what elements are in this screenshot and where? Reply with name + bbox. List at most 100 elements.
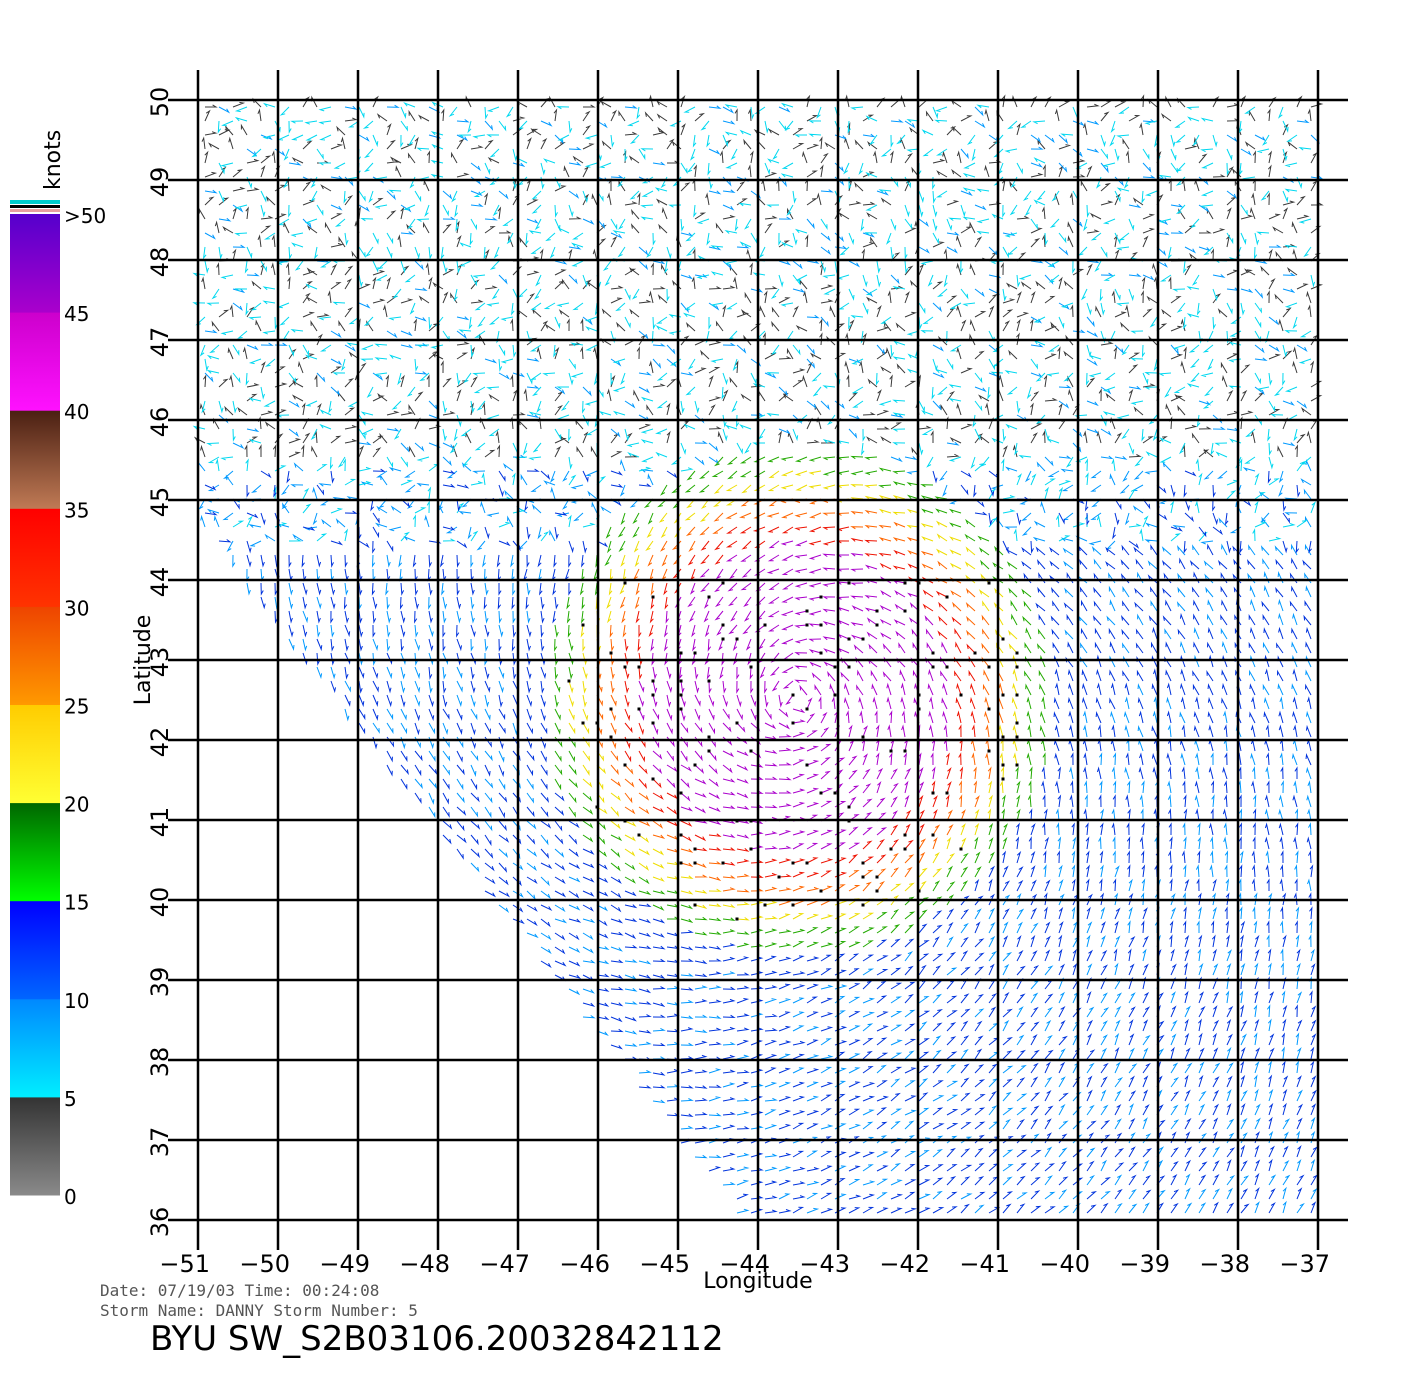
rain-flag-dot (805, 623, 809, 627)
latitude-tick-labels: 36 37 38 39 40 41 42 43 44 45 46 47 48 49 50 (146, 87, 174, 1238)
colorbar-cap-pink (10, 209, 60, 212)
colorbar-band (10, 1096, 60, 1196)
rain-flag-dot (861, 861, 865, 865)
colorbar-tick-label: 5 (64, 1087, 77, 1111)
lat-tick-label: 46 (146, 407, 174, 438)
lat-tick-label: 43 (146, 647, 174, 678)
colorbar-labels: 0 5 10 15 20 25 30 35 40 45 >50 (64, 204, 106, 1209)
rain-flag-dot (749, 749, 753, 753)
rain-flag-dot (875, 889, 879, 893)
lat-tick-label: 45 (146, 487, 174, 518)
rain-flag-dot (987, 665, 991, 669)
lon-tick-label: −39 (1119, 1250, 1170, 1278)
lat-tick-label: 44 (146, 567, 174, 598)
colorbar-band (10, 998, 60, 1098)
x-axis-title: Longitude (703, 1269, 812, 1294)
colorbar-tick-label: 10 (64, 989, 89, 1013)
rain-flag-dot (945, 791, 949, 795)
rain-flag-dot (581, 721, 585, 725)
rain-flag-dot (1015, 665, 1019, 669)
storm-info-line: Storm Name: DANNY Storm Number: 5 (100, 1301, 418, 1320)
colorbar-unit-label: knots (41, 130, 66, 190)
rain-flag-dot (749, 665, 753, 669)
lon-tick-label: −50 (239, 1250, 290, 1278)
rain-flag-dot (889, 749, 893, 753)
rain-flag-dot (931, 651, 935, 655)
lon-tick-label: −44 (719, 1250, 770, 1278)
rain-flag-dot (707, 749, 711, 753)
rain-flag-dot (679, 791, 683, 795)
lon-tick-label: −38 (1199, 1250, 1250, 1278)
rain-flag-dot (931, 665, 935, 669)
colorbar-band (10, 312, 60, 411)
rain-flag-dot (1001, 777, 1005, 781)
rain-flag-dot (721, 637, 725, 641)
rain-flag-dot (987, 749, 991, 753)
rain-flag-dot (637, 665, 641, 669)
rain-flag-dot (623, 763, 627, 767)
rain-flag-dot (693, 763, 697, 767)
colorbar-tick-label: 0 (64, 1185, 77, 1209)
colorbar-cap-cyan (10, 200, 60, 204)
rain-flag-dot (959, 847, 963, 851)
rain-flag-dot (1015, 763, 1019, 767)
rain-flag-dot (805, 763, 809, 767)
rain-flag-dot (861, 735, 865, 739)
rain-flag-dot (805, 861, 809, 865)
lat-tick-label: 40 (146, 887, 174, 918)
rain-flag-dot (679, 651, 683, 655)
colorbar-tick-label: 40 (64, 400, 89, 424)
lat-tick-label: 41 (146, 807, 174, 838)
lon-tick-label: −40 (1039, 1250, 1090, 1278)
lat-tick-label: 50 (146, 87, 174, 118)
colorbar-band (10, 508, 60, 607)
rain-flag-dot (693, 847, 697, 851)
lon-tick-label: −49 (319, 1250, 370, 1278)
wind-vector (554, 455, 1046, 948)
lon-tick-label: −48 (399, 1250, 450, 1278)
map-frame (197, 99, 1319, 1221)
rain-flag-dot (735, 637, 739, 641)
colorbar-tick-label: 45 (64, 302, 89, 326)
rain-flag-dot (707, 595, 711, 599)
colorbar-band (10, 704, 60, 804)
rain-flag-dot (833, 693, 837, 697)
colorbar-tick-label: 20 (64, 793, 89, 817)
lat-tick-label: 38 (146, 1047, 174, 1078)
rain-flag-dot (945, 665, 949, 669)
colorbar-tick-label: 35 (64, 498, 89, 522)
rain-flag-dot (875, 609, 879, 613)
rain-flag-dot (651, 721, 655, 725)
rain-flag-dot (679, 679, 683, 683)
rain-flag-dot (567, 679, 571, 683)
longitude-tick-labels: −51 −50 −49 −48 −47 −46 −45 −44 −43 −42 −41 −40 −39 −… (159, 1250, 1330, 1278)
rain-flag-dot (987, 581, 991, 585)
rain-flag-dot (637, 833, 641, 837)
lon-tick-label: −46 (559, 1250, 610, 1278)
rain-flag-dot (651, 595, 655, 599)
rain-flag-dot (693, 861, 697, 865)
rain-flag-dot (1015, 735, 1019, 739)
rain-flag-dot (735, 721, 739, 725)
rain-flag-dot (679, 833, 683, 837)
wind-vector (638, 540, 948, 850)
rain-flag-dot (847, 665, 851, 669)
colorbar-cap-black (10, 205, 60, 208)
rain-flag-dot (875, 875, 879, 879)
rain-flag-dot (889, 847, 893, 851)
rain-flag-dot (847, 805, 851, 809)
rain-flag-dot (861, 875, 865, 879)
speed-colorbar: knots 0 5 10 15 20 25 30 35 40 45 >50 (10, 130, 106, 1209)
colorbar-band (10, 900, 60, 1000)
rain-flag-dot (973, 651, 977, 655)
rain-flag-dot (819, 651, 823, 655)
lon-tick-label: −51 (159, 1250, 210, 1278)
rain-flag-dot (903, 833, 907, 837)
lat-tick-label: 49 (146, 167, 174, 198)
rain-flag-dot (847, 581, 851, 585)
rain-flag-dot (1015, 693, 1019, 697)
colorbar-band (10, 802, 60, 902)
rain-flag-dot (1015, 651, 1019, 655)
rain-flag-dot (609, 707, 613, 711)
